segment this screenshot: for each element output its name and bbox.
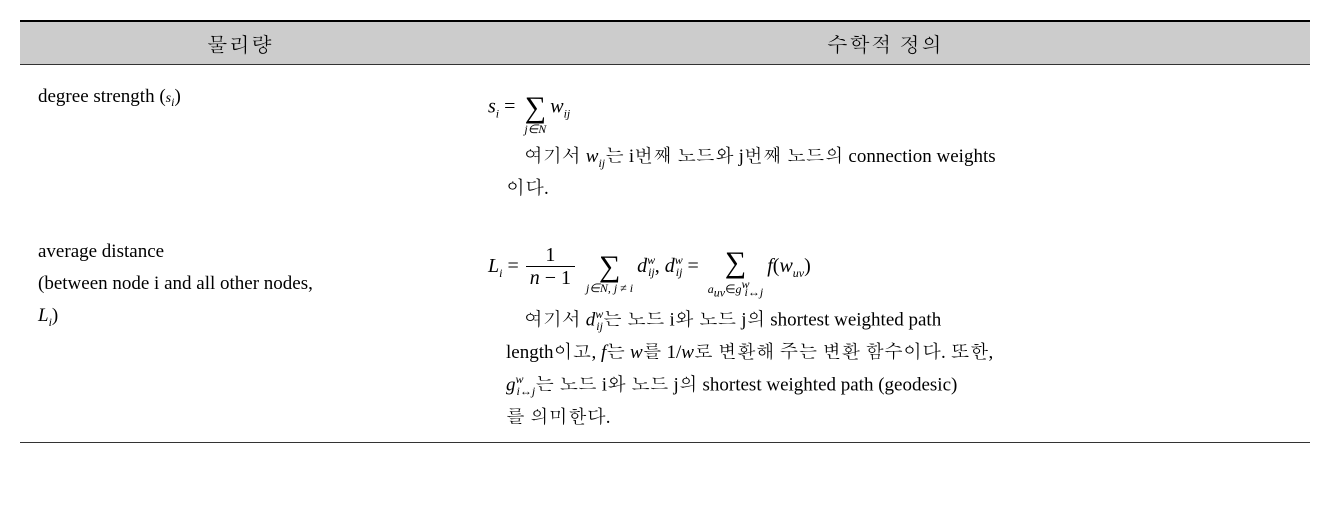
f2-d: d (637, 254, 647, 276)
row2-desc-line4: 를 의미한다. (506, 402, 1290, 434)
f2-d2: d (665, 254, 675, 276)
header-quantity: 물리량 (20, 22, 460, 64)
f1-sum-lim: j∈N (524, 123, 546, 135)
fraction-icon: 1n − 1 (526, 244, 575, 289)
f2-den-a: n (530, 267, 540, 289)
r2-l2d: 로 변환해 주는 변환 함수이다. 또한, (694, 342, 993, 363)
f1-lhs: s (488, 96, 496, 118)
f2-eq: = (502, 254, 523, 276)
row1-formula: si = ∑j∈Nwij (488, 81, 1290, 135)
f2-sep: , (655, 254, 665, 276)
definitions-table: 물리량 수학적 정의 degree strength (si) si = ∑j∈… (20, 20, 1310, 443)
r2-w2: w (681, 342, 694, 363)
row2-desc-line3: gwi↔j는 노드 i와 노드 j의 shortest weighted pat… (506, 369, 1290, 402)
f2-s2-gsub: i↔j (745, 285, 764, 299)
f1-rhs-sub: ij (564, 107, 571, 121)
f1-eq: = (499, 96, 520, 118)
f1-rhs: w (550, 96, 563, 118)
r2-l2c: 를 1/ (643, 342, 682, 363)
r2-l2b: 는 (606, 342, 630, 363)
r2-g: g (506, 374, 516, 395)
f2-eq2: = (682, 254, 703, 276)
sum-icon: ∑j∈N (524, 81, 546, 135)
row2-desc-line1: 여기서 dwij는 노드 i와 노드 j의 shortest weighted … (506, 304, 1290, 337)
f2-den-op: − (540, 267, 561, 289)
f2-fwsub: uv (793, 265, 804, 279)
row2-desc-line2: length이고, f는 w를 1/w로 변환해 주는 변환 함수이다. 또한, (506, 337, 1290, 369)
r1-d-sym: w (586, 146, 599, 167)
row1-definition: si = ∑j∈Nwij 여기서 wij는 i번째 노드와 j번째 노드의 co… (488, 77, 1310, 206)
table-header-row: 물리량 수학적 정의 (20, 22, 1310, 65)
row1-label-close: ) (174, 86, 180, 107)
f2-num: 1 (526, 244, 575, 267)
f2-sum1-lim: j∈N, j ≠ i (586, 282, 633, 294)
r1-d2: 는 i번째 노드와 j번째 노드의 connection weights (605, 146, 996, 167)
f2-fw: w (779, 254, 792, 276)
r2-l2a: length이고, (506, 342, 601, 363)
row2-label-line1: average distance (38, 236, 478, 268)
row1-desc-line2: 이다. (506, 173, 1290, 205)
f2-s2-in: ∈ (725, 282, 735, 296)
row1-label: degree strength (si) (20, 77, 488, 206)
row2-label: average distance (between node i and all… (20, 232, 488, 434)
r2-d-mid1: 는 노드 i와 노드 j의 shortest weighted path (603, 309, 941, 330)
header-definition: 수학적 정의 (460, 22, 1310, 64)
r2-gsub: i↔j (517, 384, 536, 398)
f2-den-b: 1 (561, 267, 571, 289)
row1-label-text: degree strength ( (38, 86, 166, 107)
row2-l3-close: ) (52, 305, 58, 326)
sum-icon: ∑j∈N, j ≠ i (586, 240, 633, 294)
r2-d-dsub: ij (596, 319, 603, 333)
r2-d-d: d (586, 309, 596, 330)
row2-definition: Li = 1n − 1 ∑j∈N, j ≠ idwij, dwij = ∑auv… (488, 232, 1310, 434)
r2-d-pre: 여기서 (524, 309, 586, 330)
table-row: average distance (between node i and all… (20, 214, 1310, 442)
f2-d-sub: ij (648, 265, 655, 279)
r1-d1: 여기서 (524, 146, 586, 167)
row2-l3-sym: L (38, 305, 49, 326)
f2-s2-asub: uv (714, 285, 725, 299)
r2-w: w (630, 342, 643, 363)
row2-formula: Li = 1n − 1 ∑j∈N, j ≠ idwij, dwij = ∑auv… (488, 236, 1290, 298)
table-row: degree strength (si) si = ∑j∈Nwij 여기서 wi… (20, 65, 1310, 214)
r2-l3: 는 노드 i와 노드 j의 shortest weighted path (ge… (535, 374, 957, 395)
row1-desc: 여기서 wij는 i번째 노드와 j번째 노드의 connection weig… (506, 141, 1290, 173)
row2-label-line3: Li) (38, 300, 478, 332)
f2-L: L (488, 254, 499, 276)
sum-icon: ∑auv∈gwi↔j (708, 236, 763, 298)
row2-label-line2: (between node i and all other nodes, (38, 268, 478, 300)
